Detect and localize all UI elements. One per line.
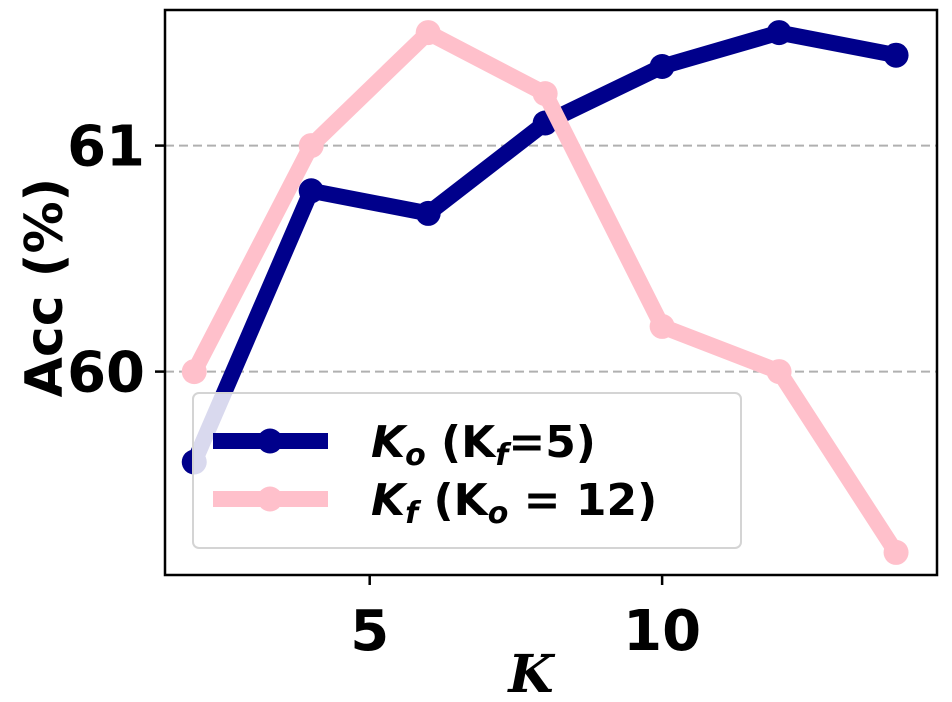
y-tick-label-1: 61 xyxy=(67,115,145,180)
x-tick-label-1: 10 xyxy=(623,599,701,664)
grid-lines xyxy=(165,144,937,373)
legend-label-0-end: =5) xyxy=(508,417,596,468)
legend-label-0: Ko (Kf=5) xyxy=(371,417,596,473)
legend-label-1-mid: (K xyxy=(418,475,489,526)
legend-label-0-main1: K xyxy=(371,417,408,468)
legend-label-1-end: = 12) xyxy=(508,475,657,526)
series-1-point-3 xyxy=(532,81,558,107)
series-1-point-6 xyxy=(883,539,909,565)
series-0 xyxy=(181,20,909,475)
legend: Ko (Kf=5)Kf (Ko = 12) xyxy=(192,392,742,549)
legend-label-1-sub2: o xyxy=(488,496,509,531)
series-0-point-4 xyxy=(649,54,675,79)
legend-label-1-main1: K xyxy=(371,475,408,526)
legend-marker-1 xyxy=(257,486,283,512)
legend-label-0-sub1: o xyxy=(405,438,426,473)
x-tick-label-0: 5 xyxy=(350,599,389,664)
series-0-point-1 xyxy=(298,178,324,204)
series-group xyxy=(181,20,909,565)
series-1-point-5 xyxy=(766,359,792,385)
series-1-point-2 xyxy=(415,20,441,46)
series-1-point-4 xyxy=(649,313,675,339)
legend-box xyxy=(192,392,742,549)
legend-label-0-mid: (K xyxy=(426,417,497,468)
series-0-point-6 xyxy=(883,42,909,68)
series-0-point-5 xyxy=(766,20,792,46)
series-1-point-0 xyxy=(181,359,207,385)
y-tick-label-0: 60 xyxy=(67,341,145,406)
ticks-group: 60 61 5 10 xyxy=(67,115,701,664)
legend-marker-0 xyxy=(257,428,283,454)
legend-label-0-sub2: f xyxy=(495,438,512,473)
series-1-point-1 xyxy=(298,133,324,159)
x-axis-label: K xyxy=(506,644,555,702)
plot-frame xyxy=(163,8,939,577)
legend-label-1-sub1: f xyxy=(405,496,422,531)
series-1 xyxy=(181,20,909,565)
y-axis-label: Acc (%) xyxy=(15,178,75,398)
legend-label-1: Kf (Ko = 12) xyxy=(371,475,657,531)
series-0-point-2 xyxy=(415,200,441,226)
